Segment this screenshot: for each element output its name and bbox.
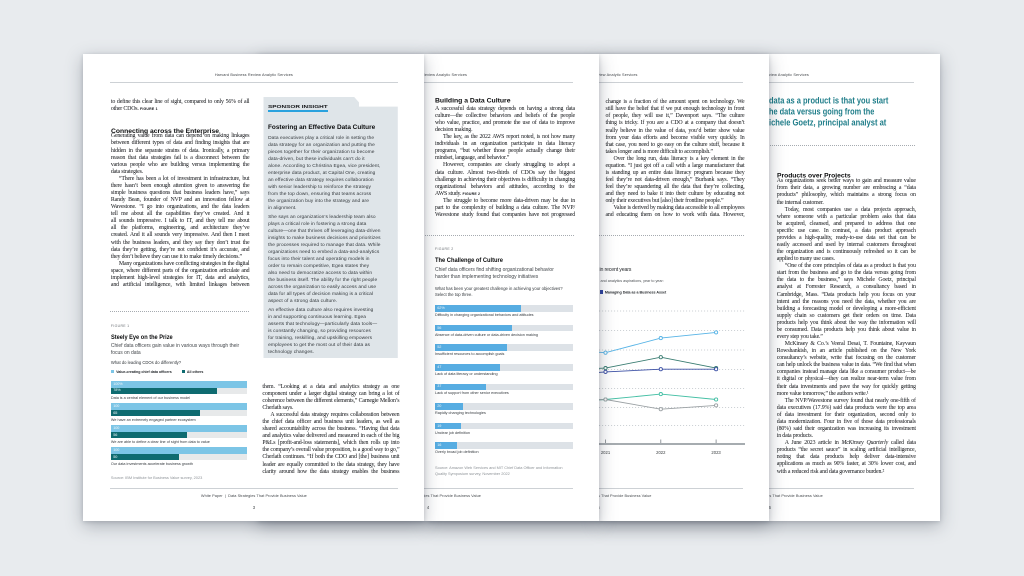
svg-text:2022: 2022: [656, 450, 666, 455]
svg-text:Products over Projects: Products over Projects: [777, 172, 851, 179]
svg-text:data as a product is that you: data as a product is that you start: [769, 95, 888, 105]
svg-text:2021: 2021: [601, 450, 611, 455]
svg-text:Connecting across the Enterpri: Connecting across the Enterprise: [111, 128, 219, 135]
svg-text:ichele Goetz, principal analys: ichele Goetz, principal analyst at: [769, 118, 886, 128]
svg-text:2023: 2023: [711, 450, 721, 455]
svg-text:The Challenge of Culture: The Challenge of Culture: [435, 257, 504, 264]
svg-text:Building a Data Culture: Building a Data Culture: [435, 98, 511, 105]
svg-text:Fostering an Effective Data Cu: Fostering an Effective Data Culture: [268, 124, 376, 131]
svg-text:SPONSOR INSIGHT: SPONSOR INSIGHT: [268, 104, 328, 109]
svg-text:he data versus going from the: he data versus going from the: [769, 106, 874, 116]
svg-text:Steely Eye on the Prize: Steely Eye on the Prize: [111, 334, 173, 341]
